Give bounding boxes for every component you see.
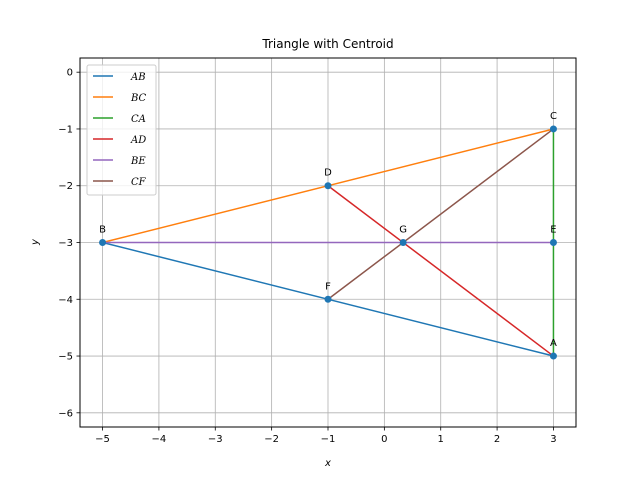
point-label-a: A <box>550 338 557 349</box>
point-a <box>549 352 557 360</box>
x-tick-label: −1 <box>321 434 336 445</box>
ticks: −5 −4 −3 −2 −1 0 1 2 3 0 −1 −2 −3 −4 −5 −6 <box>58 68 556 445</box>
x-tick-label: −2 <box>264 434 279 445</box>
series-line-ad <box>327 185 554 357</box>
y-tick-label: −5 <box>58 352 73 363</box>
legend-box <box>86 64 157 196</box>
point-d <box>324 182 332 190</box>
chart-title: Triangle with Centroid <box>261 37 393 51</box>
legend-entry-ad: AD <box>130 135 146 146</box>
point-label-e: E <box>550 225 556 236</box>
series-line-cf <box>327 128 554 300</box>
point-b <box>99 239 107 246</box>
y-tick-label: −2 <box>58 181 73 192</box>
y-tick-label: −6 <box>58 408 73 419</box>
point-label-g: G <box>399 225 407 236</box>
x-tick-label: −5 <box>95 434 110 445</box>
y-tick-label: −3 <box>58 238 73 249</box>
legend-entry-ca: CA <box>131 114 146 125</box>
x-axis-label: x <box>324 458 331 469</box>
point-labels: A B C D E F G <box>99 111 557 349</box>
legend: AB BC CA AD BE CF <box>86 64 157 196</box>
x-tick-label: −3 <box>208 434 223 445</box>
y-tick-label: −1 <box>58 124 73 135</box>
y-tick-label: 0 <box>67 68 73 79</box>
legend-entry-be: BE <box>130 156 146 167</box>
x-tick-label: −4 <box>152 434 167 445</box>
x-tick-label: 3 <box>550 434 556 445</box>
y-tick-label: −4 <box>58 295 73 306</box>
x-tick-label: 2 <box>494 434 500 445</box>
point-g <box>399 239 407 246</box>
points <box>99 125 557 360</box>
y-axis-label: y <box>30 238 41 246</box>
point-f <box>324 295 332 303</box>
x-tick-label: 0 <box>381 434 387 445</box>
legend-entry-cf: CF <box>131 177 147 188</box>
point-c <box>549 125 557 133</box>
point-label-b: B <box>99 225 106 236</box>
point-label-c: C <box>550 111 557 122</box>
legend-entry-bc: BC <box>130 93 147 104</box>
legend-entry-ab: AB <box>130 72 146 83</box>
point-label-d: D <box>324 168 332 179</box>
point-label-f: F <box>325 281 331 292</box>
x-tick-label: 1 <box>438 434 444 445</box>
point-e <box>549 239 557 246</box>
